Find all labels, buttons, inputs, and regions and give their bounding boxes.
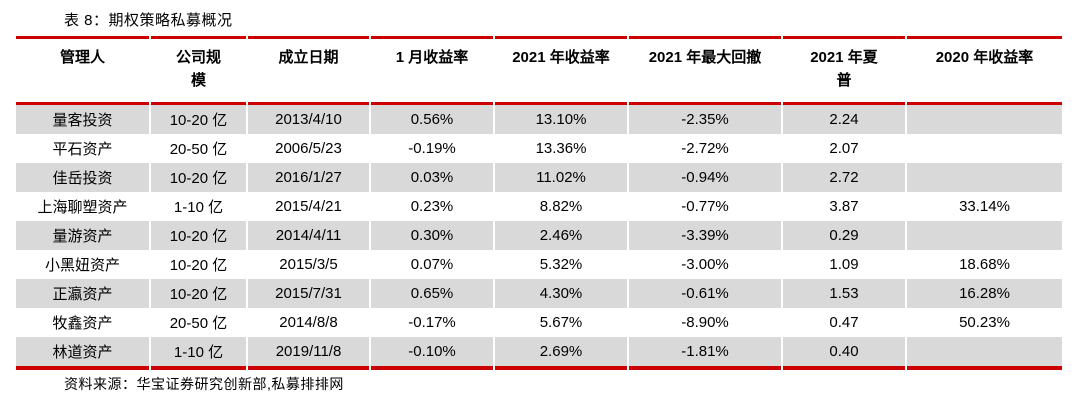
cell: -0.77% xyxy=(629,192,781,221)
cell xyxy=(907,105,1062,134)
cell: 0.07% xyxy=(371,250,493,279)
column-header-7: 2020 年收益率 xyxy=(907,36,1062,105)
cell: 1.09 xyxy=(783,250,905,279)
table-title: 表 8：期权策略私募概况 xyxy=(64,12,233,29)
source-note: 资料来源：华宝证券研究创新部,私募排排网 xyxy=(64,376,344,392)
cell: 0.40 xyxy=(783,337,905,370)
table-row: 林道资产 1-10 亿 2019/11/8 -0.10% 2.69% -1.81% 0.40 xyxy=(16,337,1062,370)
cell: 量游资产 xyxy=(16,221,149,250)
cell: -3.00% xyxy=(629,250,781,279)
header-row: 管理人 公司规 模成立日期 1 月收益率 2021 年收益率 2021 年最大回撤 202… xyxy=(16,36,1062,105)
cell: 量客投资 xyxy=(16,105,149,134)
column-header-0: 管理人 xyxy=(16,36,149,105)
table-row: 平石资产 20-50 亿 2006/5/23 -0.19% 13.36% -2.72% 2.… xyxy=(16,134,1062,163)
cell: 1-10 亿 xyxy=(151,337,246,370)
cell: 小黑妞资产 xyxy=(16,250,149,279)
cell: 2014/4/11 xyxy=(248,221,369,250)
cell: 2015/7/31 xyxy=(248,279,369,308)
cell: 1-10 亿 xyxy=(151,192,246,221)
cell: 2.72 xyxy=(783,163,905,192)
column-header-1: 公司规 模 xyxy=(151,36,246,105)
cell: 2019/11/8 xyxy=(248,337,369,370)
cell: 牧鑫资产 xyxy=(16,308,149,337)
cell: 0.47 xyxy=(783,308,905,337)
cell: 0.03% xyxy=(371,163,493,192)
cell: 0.23% xyxy=(371,192,493,221)
cell: 正瀛资产 xyxy=(16,279,149,308)
table-row: 量客投资 10-20 亿 2013/4/10 0.56% 13.10% -2.35% 2.2… xyxy=(16,105,1062,134)
cell: 4.30% xyxy=(495,279,627,308)
cell: 10-20 亿 xyxy=(151,105,246,134)
cell: 1.53 xyxy=(783,279,905,308)
table-row: 量游资产 10-20 亿 2014/4/11 0.30% 2.46% -3.39% 0.29 xyxy=(16,221,1062,250)
cell: 20-50 亿 xyxy=(151,134,246,163)
cell: 2006/5/23 xyxy=(248,134,369,163)
cell: -0.61% xyxy=(629,279,781,308)
column-header-6: 2021 年夏 普 xyxy=(783,36,905,105)
cell: 0.29 xyxy=(783,221,905,250)
cell: 上海聊塑资产 xyxy=(16,192,149,221)
cell: 13.36% xyxy=(495,134,627,163)
table-row: 正瀛资产 10-20 亿 2015/7/31 0.65% 4.30% -0.61% 1.53… xyxy=(16,279,1062,308)
cell: 2013/4/10 xyxy=(248,105,369,134)
cell xyxy=(907,134,1062,163)
cell xyxy=(907,163,1062,192)
cell: 2014/8/8 xyxy=(248,308,369,337)
cell: 13.10% xyxy=(495,105,627,134)
cell: -8.90% xyxy=(629,308,781,337)
cell: 50.23% xyxy=(907,308,1062,337)
cell: -0.19% xyxy=(371,134,493,163)
cell: 0.65% xyxy=(371,279,493,308)
cell: -0.94% xyxy=(629,163,781,192)
table-row: 小黑妞资产 10-20 亿 2015/3/5 0.07% 5.32% -3.00% 1.09… xyxy=(16,250,1062,279)
cell: 2.24 xyxy=(783,105,905,134)
cell: 10-20 亿 xyxy=(151,279,246,308)
funds-table: 管理人 公司规 模成立日期 1 月收益率 2021 年收益率 2021 年最大回撤 202… xyxy=(14,36,1064,370)
cell: 2.69% xyxy=(495,337,627,370)
cell: -1.81% xyxy=(629,337,781,370)
cell: 16.28% xyxy=(907,279,1062,308)
cell: 10-20 亿 xyxy=(151,221,246,250)
cell: 5.67% xyxy=(495,308,627,337)
cell: 18.68% xyxy=(907,250,1062,279)
cell: 林道资产 xyxy=(16,337,149,370)
cell: -2.35% xyxy=(629,105,781,134)
column-header-4: 2021 年收益率 xyxy=(495,36,627,105)
cell xyxy=(907,337,1062,370)
cell: 5.32% xyxy=(495,250,627,279)
cell: 10-20 亿 xyxy=(151,163,246,192)
cell: 10-20 亿 xyxy=(151,250,246,279)
cell: 0.56% xyxy=(371,105,493,134)
table-row: 牧鑫资产 20-50 亿 2014/8/8 -0.17% 5.67% -8.90% 0.47… xyxy=(16,308,1062,337)
cell: 平石资产 xyxy=(16,134,149,163)
table-row: 上海聊塑资产 1-10 亿 2015/4/21 0.23% 8.82% -0.77% 3.8… xyxy=(16,192,1062,221)
cell: 2015/4/21 xyxy=(248,192,369,221)
column-header-3: 1 月收益率 xyxy=(371,36,493,105)
cell: 20-50 亿 xyxy=(151,308,246,337)
cell: 2.07 xyxy=(783,134,905,163)
cell: 33.14% xyxy=(907,192,1062,221)
funds-table-container: 管理人 公司规 模成立日期 1 月收益率 2021 年收益率 2021 年最大回撤 202… xyxy=(14,36,1064,370)
cell: 2016/1/27 xyxy=(248,163,369,192)
cell: -3.39% xyxy=(629,221,781,250)
cell: 3.87 xyxy=(783,192,905,221)
cell: 2.46% xyxy=(495,221,627,250)
cell: 佳岳投资 xyxy=(16,163,149,192)
cell: -0.10% xyxy=(371,337,493,370)
cell: 8.82% xyxy=(495,192,627,221)
cell: 2015/3/5 xyxy=(248,250,369,279)
column-header-2: 成立日期 xyxy=(248,36,369,105)
column-header-5: 2021 年最大回撤 xyxy=(629,36,781,105)
table-row: 佳岳投资 10-20 亿 2016/1/27 0.03% 11.02% -0.94% 2.7… xyxy=(16,163,1062,192)
cell: -2.72% xyxy=(629,134,781,163)
cell xyxy=(907,221,1062,250)
cell: 11.02% xyxy=(495,163,627,192)
table-body: 量客投资 10-20 亿 2013/4/10 0.56% 13.10% -2.35% 2.2… xyxy=(16,105,1062,370)
cell: 0.30% xyxy=(371,221,493,250)
cell: -0.17% xyxy=(371,308,493,337)
